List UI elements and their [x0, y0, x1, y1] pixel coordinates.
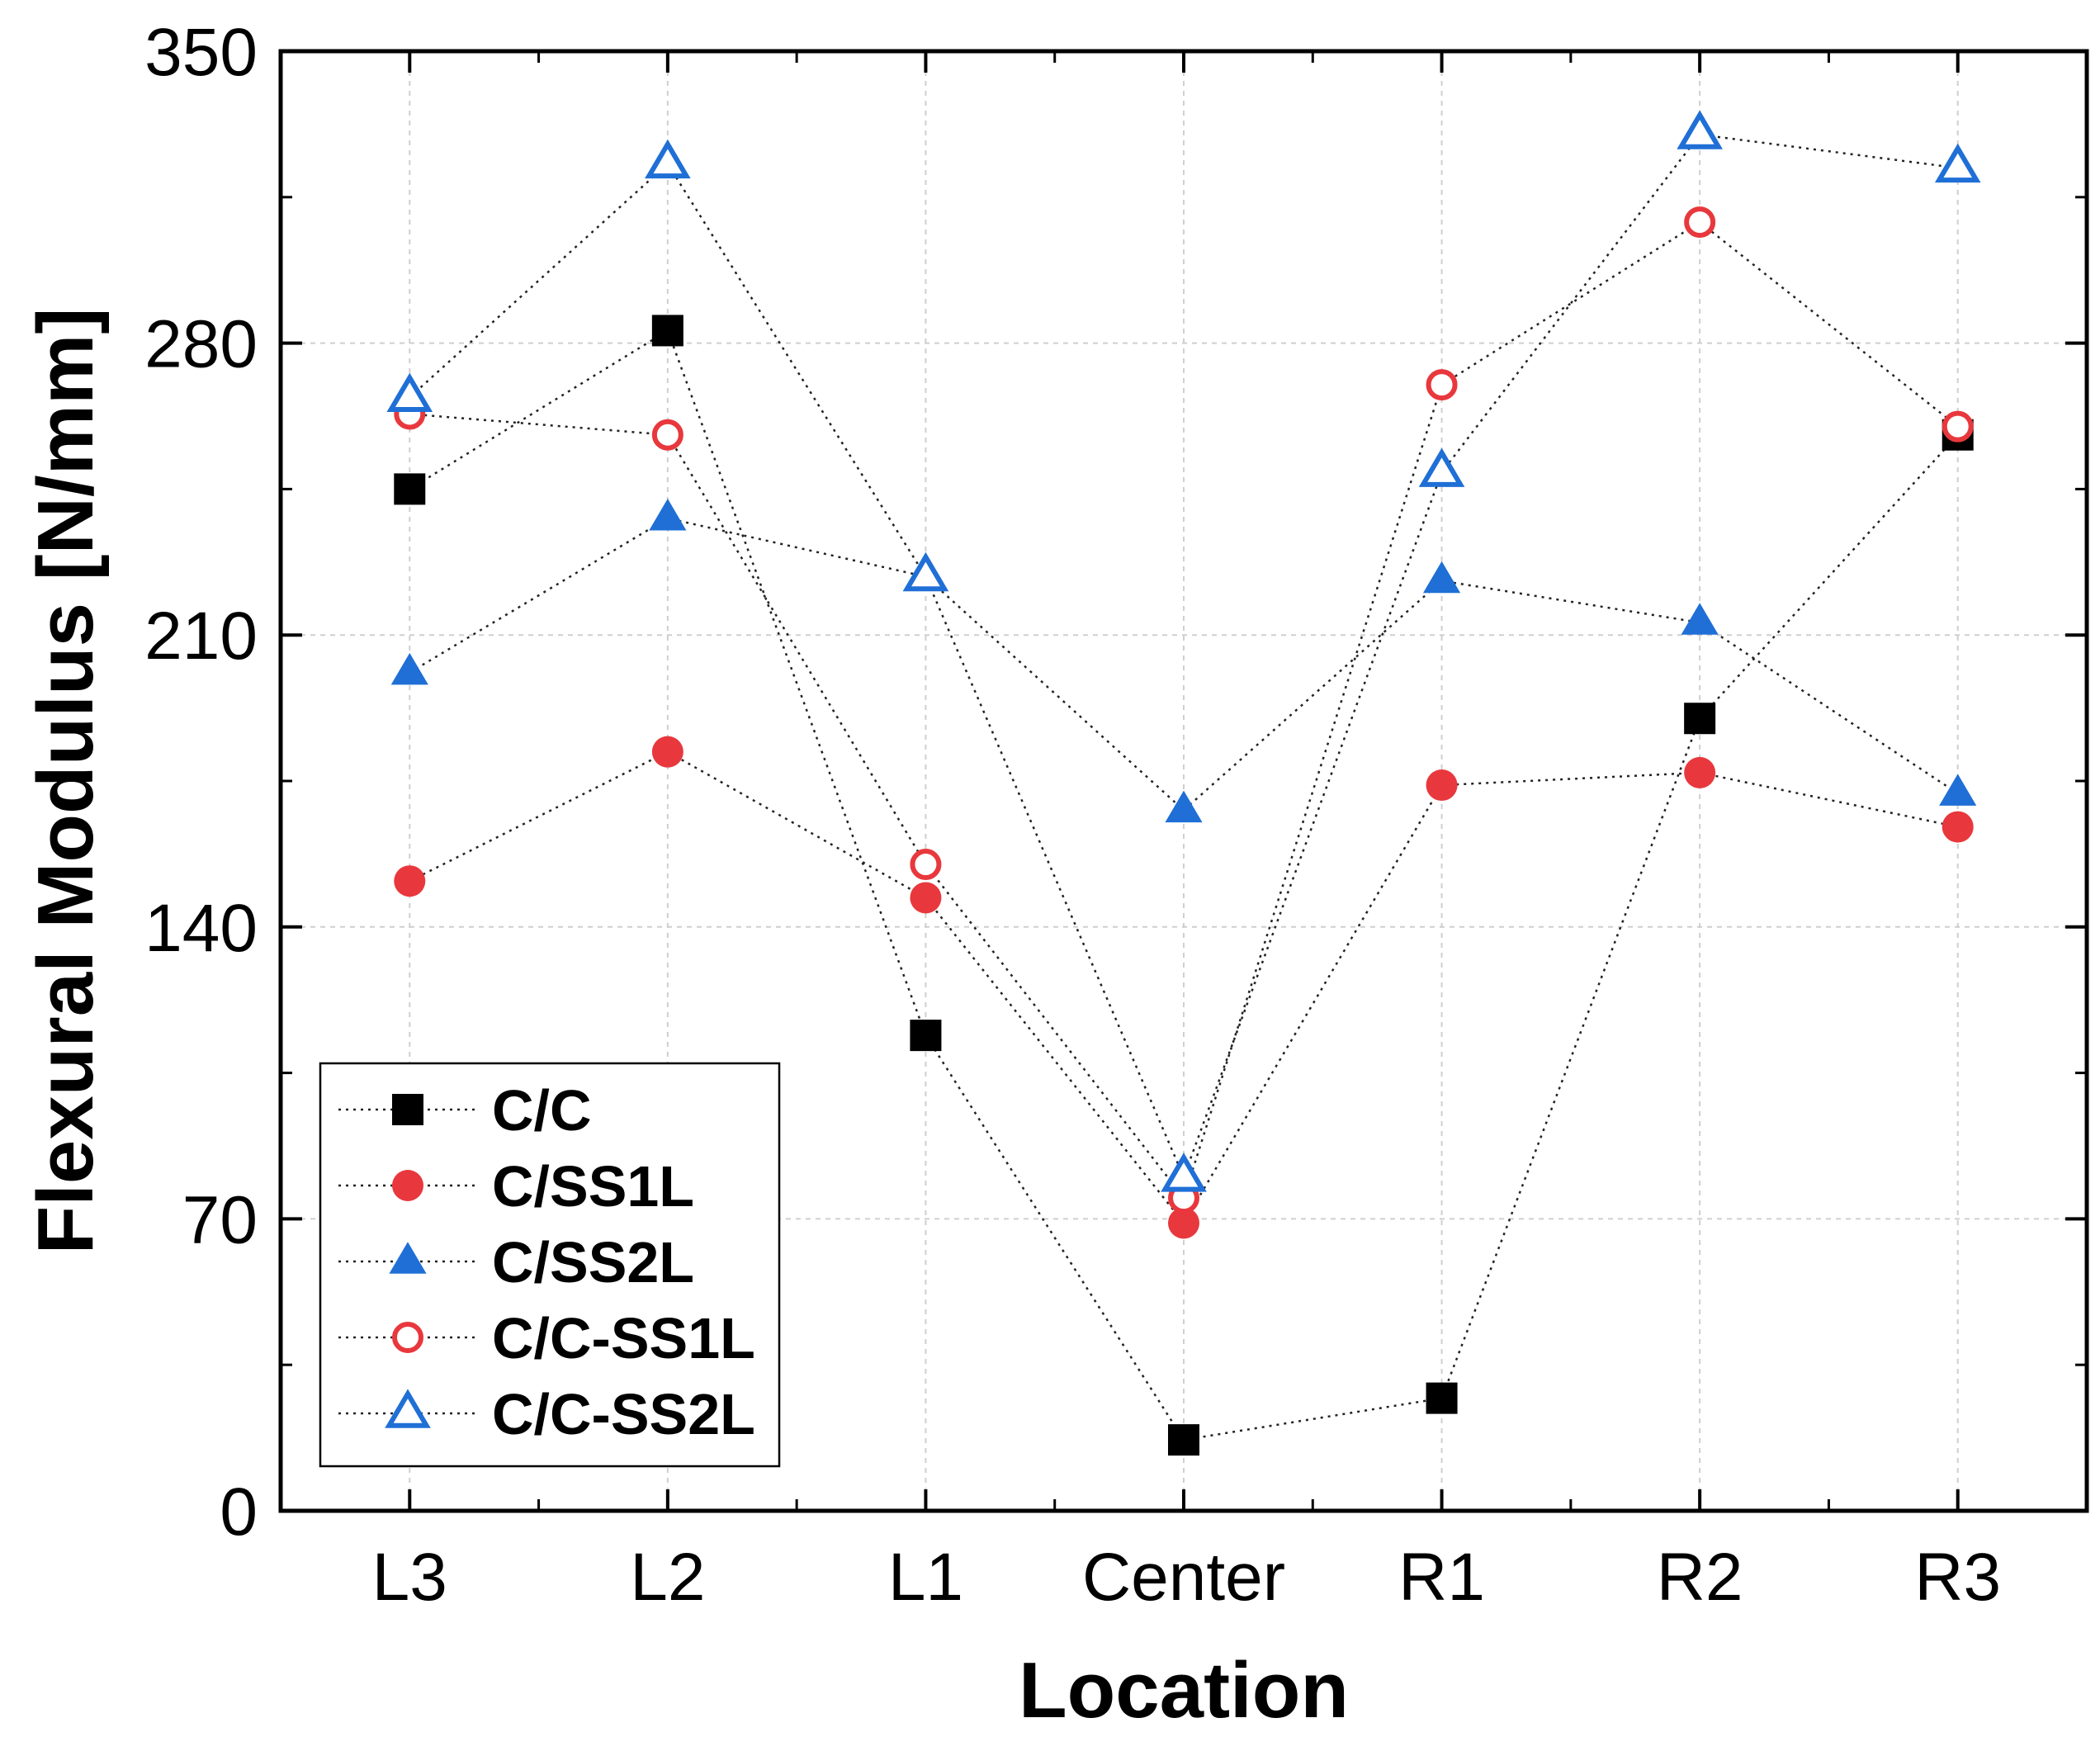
triangle-marker — [649, 499, 687, 531]
legend-item-c-c: C/C — [338, 1078, 592, 1143]
triangle-marker — [1681, 603, 1719, 635]
square-marker — [1684, 703, 1716, 735]
legend-item-c-c-ss1l: C/C-SS1L — [338, 1306, 755, 1370]
circle-marker — [1942, 410, 1974, 443]
square-marker — [392, 1094, 423, 1125]
circle-marker — [651, 419, 683, 451]
legend-label: C/C-SS2L — [492, 1382, 755, 1446]
x-tick-labels: L3 L2 L1 Center R1 R2 R3 — [372, 1540, 2001, 1615]
x-tick-label: R3 — [1914, 1540, 2001, 1615]
circle-marker — [392, 1170, 423, 1201]
triangle-marker — [1161, 1152, 1207, 1192]
circle-marker — [1426, 369, 1458, 401]
triangle-marker — [1418, 447, 1465, 487]
axis-ticks — [281, 50, 2087, 1512]
triangle-marker — [390, 652, 428, 685]
series-c-c — [394, 315, 1974, 1456]
x-tick-label: R2 — [1657, 1540, 1743, 1615]
triangle-marker — [1934, 143, 1981, 183]
circle-marker — [910, 882, 942, 914]
circle-marker — [910, 849, 942, 881]
x-tick-label: L1 — [888, 1540, 963, 1615]
square-marker — [651, 315, 683, 347]
legend: C/C C/SS1L C/SS2L C/C-SS1L C/C-SS2L — [319, 1062, 781, 1468]
y-tick-label: 140 — [144, 891, 258, 966]
legend-item-c-c-ss2l: C/C-SS2L — [338, 1382, 755, 1446]
circle-marker — [1168, 1207, 1199, 1239]
x-tick-label: L2 — [630, 1540, 705, 1615]
x-tick-label: R1 — [1398, 1540, 1485, 1615]
y-tick-label: 70 — [182, 1182, 258, 1257]
triangle-marker — [1423, 561, 1461, 594]
legend-label: C/C-SS1L — [492, 1306, 755, 1370]
y-tick-label: 210 — [144, 599, 258, 674]
series-c-ss1l — [394, 736, 1974, 1239]
triangle-marker — [385, 1389, 431, 1428]
series-c-c-ss2l — [386, 110, 1981, 1192]
y-tick-label: 280 — [144, 307, 258, 382]
circle-marker — [1426, 769, 1458, 802]
x-axis-title: Location — [1019, 1646, 1349, 1735]
triangle-marker — [386, 372, 433, 412]
y-tick-labels: 0 70 140 210 280 350 — [144, 15, 258, 1550]
circle-marker — [1684, 206, 1716, 239]
triangle-marker — [1165, 790, 1203, 823]
legend-label: C/C — [492, 1078, 592, 1143]
y-tick-label: 0 — [220, 1474, 258, 1550]
circle-marker — [1684, 756, 1716, 788]
legend-item-c-ss1l: C/SS1L — [338, 1154, 694, 1219]
circle-marker — [392, 1322, 423, 1353]
y-axis-title: Flexural Modulus [N/mm] — [21, 308, 110, 1255]
data-points — [386, 110, 1981, 1456]
triangle-marker — [1677, 110, 1723, 149]
legend-label: C/SS1L — [492, 1154, 694, 1219]
square-marker — [1168, 1424, 1199, 1456]
circle-marker — [394, 865, 426, 897]
triangle-marker — [1939, 774, 1977, 806]
x-tick-label: L3 — [372, 1540, 447, 1615]
triangle-marker — [902, 551, 949, 592]
triangle-marker — [645, 139, 691, 179]
legend-item-c-ss2l: C/SS2L — [338, 1230, 694, 1294]
circle-marker — [1942, 811, 1974, 843]
square-marker — [910, 1020, 942, 1052]
y-tick-label: 350 — [144, 15, 258, 90]
circle-marker — [651, 736, 683, 768]
x-tick-label: Center — [1082, 1540, 1285, 1615]
square-marker — [1426, 1382, 1458, 1414]
square-marker — [394, 473, 426, 505]
triangle-marker — [389, 1242, 427, 1274]
legend-label: C/SS2L — [492, 1230, 694, 1294]
